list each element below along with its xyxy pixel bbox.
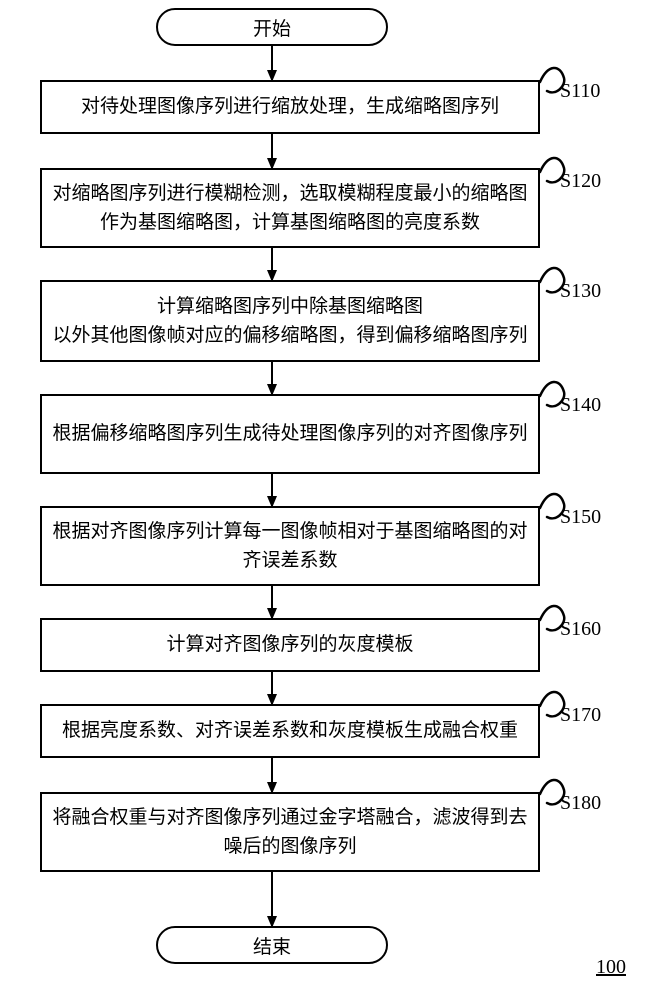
step-s130-line1: 计算缩略图序列中除基图缩略图 [52, 292, 527, 321]
step-s120: 对缩略图序列进行模糊检测，选取模糊程度最小的缩略图作为基图缩略图，计算基图缩略图… [40, 168, 540, 248]
step-s140-text: 根据偏移缩略图序列生成待处理图像序列的对齐图像序列 [52, 419, 527, 448]
terminator-end-text: 结束 [253, 932, 291, 959]
step-s120-label: S120 [560, 170, 601, 193]
terminator-start-text: 开始 [253, 14, 291, 41]
step-s180-label: S180 [560, 792, 601, 815]
terminator-end: 结束 [156, 926, 388, 964]
step-s180: 将融合权重与对齐图像序列通过金字塔融合，滤波得到去噪后的图像序列 [40, 792, 540, 872]
step-s130: 计算缩略图序列中除基图缩略图 以外其他图像帧对应的偏移缩略图，得到偏移缩略图序列 [40, 280, 540, 362]
step-s150-text: 根据对齐图像序列计算每一图像帧相对于基图缩略图的对齐误差系数 [52, 517, 528, 576]
step-s150-label: S150 [560, 506, 601, 529]
step-s130-text: 计算缩略图序列中除基图缩略图 以外其他图像帧对应的偏移缩略图，得到偏移缩略图序列 [52, 292, 527, 351]
step-s160-text: 计算对齐图像序列的灰度模板 [166, 630, 413, 659]
step-s120-text: 对缩略图序列进行模糊检测，选取模糊程度最小的缩略图作为基图缩略图，计算基图缩略图… [52, 179, 528, 238]
step-s140: 根据偏移缩略图序列生成待处理图像序列的对齐图像序列 [40, 394, 540, 474]
step-s110: 对待处理图像序列进行缩放处理，生成缩略图序列 [40, 80, 540, 134]
step-s160: 计算对齐图像序列的灰度模板 [40, 618, 540, 672]
step-s130-label: S130 [560, 280, 601, 303]
step-s110-text: 对待处理图像序列进行缩放处理，生成缩略图序列 [81, 92, 499, 121]
step-s180-text: 将融合权重与对齐图像序列通过金字塔融合，滤波得到去噪后的图像序列 [52, 803, 528, 862]
step-s130-line2: 以外其他图像帧对应的偏移缩略图，得到偏移缩略图序列 [52, 321, 527, 350]
flowchart-canvas: 开始 对待处理图像序列进行缩放处理，生成缩略图序列 S110 对缩略图序列进行模… [0, 0, 656, 1000]
step-s170-text: 根据亮度系数、对齐误差系数和灰度模板生成融合权重 [62, 716, 518, 745]
step-s170: 根据亮度系数、对齐误差系数和灰度模板生成融合权重 [40, 704, 540, 758]
step-s170-label: S170 [560, 704, 601, 727]
step-s140-label: S140 [560, 394, 601, 417]
step-s160-label: S160 [560, 618, 601, 641]
step-s150: 根据对齐图像序列计算每一图像帧相对于基图缩略图的对齐误差系数 [40, 506, 540, 586]
step-s110-label: S110 [560, 80, 600, 103]
terminator-start: 开始 [156, 8, 388, 46]
figure-number: 100 [596, 956, 626, 979]
